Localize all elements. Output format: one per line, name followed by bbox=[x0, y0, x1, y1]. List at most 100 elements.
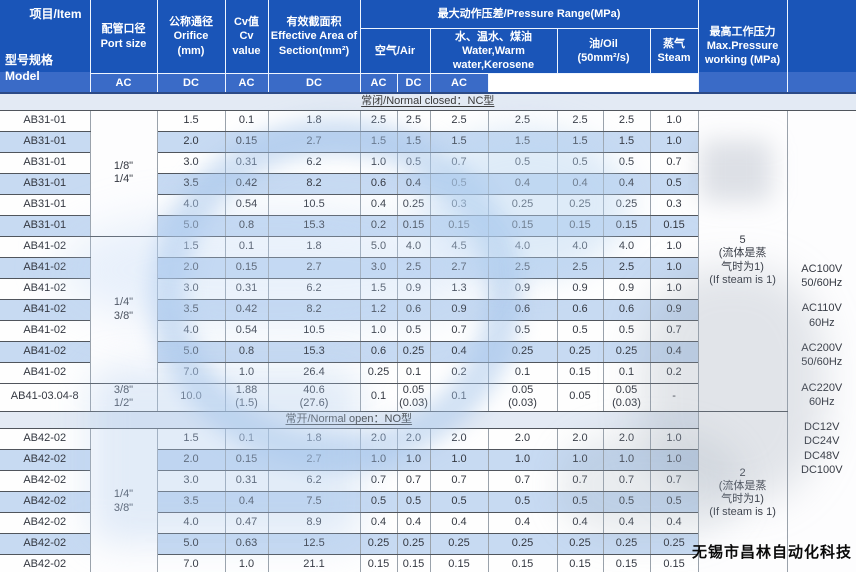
area-cell: 2.7 bbox=[267, 256, 361, 279]
subheader-oil-ac: AC bbox=[359, 73, 398, 94]
area-cell: 26.4 bbox=[267, 361, 361, 384]
orifice-cell: 7.0 bbox=[156, 553, 226, 572]
max-pressure-note-no: 2 (流体是蒸 气时为1) (If steam is 1) bbox=[697, 410, 788, 572]
orifice-cell: 4.0 bbox=[156, 193, 226, 216]
pressure-cell-water-ac: 2.5 bbox=[429, 109, 489, 132]
voltage-group: AC220V 60Hz bbox=[801, 381, 843, 408]
col-header-pressure-range-group: 最大动作压差/Pressure Range(MPa) bbox=[359, 0, 699, 29]
cv-cell: 0.31 bbox=[224, 469, 269, 492]
model-cell: AB31-01 bbox=[0, 172, 91, 195]
voltage-group: DC12V DC24V DC48V DC100V bbox=[801, 421, 843, 476]
pressure-cell-oil-dc: 0.5 bbox=[602, 319, 651, 342]
subheader-water-dc: DC bbox=[267, 73, 361, 94]
pressure-cell-oil-ac: 2.5 bbox=[556, 109, 604, 132]
pressure-cell-air-ac: 0.1 bbox=[359, 382, 398, 412]
area-cell: 6.2 bbox=[267, 469, 361, 492]
pressure-cell-water-dc: 0.4 bbox=[487, 172, 558, 195]
pressure-cell-air-ac: 1.0 bbox=[359, 319, 398, 342]
orifice-cell: 3.0 bbox=[156, 151, 226, 174]
area-cell: 1.8 bbox=[267, 427, 361, 450]
model-cell: AB42-02 bbox=[0, 553, 91, 572]
pressure-cell-steam-ac: 0.7 bbox=[649, 151, 699, 174]
pressure-cell-water-ac: 0.5 bbox=[429, 172, 489, 195]
pressure-cell-steam-ac: 0.15 bbox=[649, 214, 699, 237]
pressure-cell-steam-ac: 0.7 bbox=[649, 319, 699, 342]
cv-cell: 0.8 bbox=[224, 340, 269, 363]
pressure-cell-air-ac: 1.5 bbox=[359, 130, 398, 153]
pressure-cell-steam-ac: 1.0 bbox=[649, 256, 699, 279]
pressure-cell-air-ac: 1.5 bbox=[359, 277, 398, 300]
pressure-cell-air-dc: 0.05 (0.03) bbox=[396, 382, 431, 412]
orifice-cell: 5.0 bbox=[156, 214, 226, 237]
pressure-cell-steam-ac: 1.0 bbox=[649, 130, 699, 153]
pressure-cell-oil-ac: 1.0 bbox=[556, 448, 604, 471]
model-cell: AB42-02 bbox=[0, 448, 91, 471]
pressure-cell-air-ac: 5.0 bbox=[359, 235, 398, 258]
area-cell: 2.7 bbox=[267, 130, 361, 153]
pressure-cell-oil-dc: 0.5 bbox=[602, 151, 651, 174]
pressure-cell-water-ac: 0.2 bbox=[429, 361, 489, 384]
pressure-cell-oil-ac: 1.5 bbox=[556, 130, 604, 153]
pressure-cell-water-dc: 0.25 bbox=[487, 193, 558, 216]
pressure-cell-air-dc: 0.7 bbox=[396, 469, 431, 492]
pressure-cell-oil-ac: 0.5 bbox=[556, 319, 604, 342]
col-header-orifice: 公称通径 Orifice (mm) bbox=[156, 0, 226, 74]
orifice-cell: 3.0 bbox=[156, 277, 226, 300]
cv-cell: 0.31 bbox=[224, 151, 269, 174]
pressure-cell-steam-ac: 1.0 bbox=[649, 448, 699, 471]
pressure-cell-water-dc: 2.5 bbox=[487, 256, 558, 279]
pressure-cell-oil-ac: 0.6 bbox=[556, 298, 604, 321]
model-cell: AB41-02 bbox=[0, 319, 91, 342]
cv-cell: 0.42 bbox=[224, 172, 269, 195]
model-cell: AB41-02 bbox=[0, 256, 91, 279]
pressure-cell-air-dc: 0.6 bbox=[396, 298, 431, 321]
pressure-cell-air-dc: 0.9 bbox=[396, 277, 431, 300]
pressure-cell-water-dc: 0.05 (0.03) bbox=[487, 382, 558, 412]
pressure-cell-air-dc: 0.15 bbox=[396, 553, 431, 572]
pressure-cell-air-dc: 0.15 bbox=[396, 214, 431, 237]
pressure-cell-oil-dc: 0.7 bbox=[602, 469, 651, 492]
pressure-cell-air-ac: 1.0 bbox=[359, 448, 398, 471]
model-cell: AB31-01 bbox=[0, 151, 91, 174]
pressure-cell-oil-dc: 0.9 bbox=[602, 277, 651, 300]
model-cell: AB42-02 bbox=[0, 532, 91, 555]
area-cell: 8.9 bbox=[267, 511, 361, 534]
cv-cell: 0.1 bbox=[224, 427, 269, 450]
pressure-cell-air-dc: 1.5 bbox=[396, 130, 431, 153]
col-header-effective-area: 有效截面积 Effective Area of Section(mm²) bbox=[267, 0, 361, 74]
pressure-cell-water-dc: 2.0 bbox=[487, 427, 558, 450]
pressure-cell-air-ac: 0.5 bbox=[359, 490, 398, 513]
cv-cell: 0.15 bbox=[224, 448, 269, 471]
pressure-cell-water-dc: 0.5 bbox=[487, 151, 558, 174]
pressure-cell-water-dc: 0.5 bbox=[487, 490, 558, 513]
pressure-cell-air-ac: 1.2 bbox=[359, 298, 398, 321]
pressure-cell-oil-dc: 0.15 bbox=[602, 553, 651, 572]
pressure-cell-oil-ac: 0.05 bbox=[556, 382, 604, 412]
col-header-air: 空气/Air bbox=[360, 28, 431, 74]
port-size-cell: 1/4" 3/8" bbox=[89, 427, 158, 572]
pressure-cell-air-dc: 2.5 bbox=[396, 109, 431, 132]
orifice-cell: 2.0 bbox=[156, 256, 226, 279]
area-cell: 40.6 (27.6) bbox=[267, 382, 361, 412]
subheader-oil-dc: DC bbox=[396, 73, 431, 94]
area-cell: 1.8 bbox=[267, 109, 361, 132]
pressure-cell-water-ac: 2.0 bbox=[429, 427, 489, 450]
subheader-air-dc: DC bbox=[156, 73, 226, 94]
pressure-cell-water-ac: 0.9 bbox=[429, 298, 489, 321]
pressure-cell-air-dc: 1.0 bbox=[396, 448, 431, 471]
pressure-cell-water-dc: 0.15 bbox=[487, 553, 558, 572]
col-header-steam: 蒸气 Steam bbox=[649, 28, 699, 74]
pressure-cell-oil-ac: 0.9 bbox=[556, 277, 604, 300]
port-size-cell: 1/8" 1/4" bbox=[89, 109, 158, 237]
pressure-cell-air-ac: 0.25 bbox=[359, 532, 398, 555]
pressure-cell-oil-ac: 0.25 bbox=[556, 532, 604, 555]
col-header-oil: 油/Oil (50mm²/s) bbox=[556, 28, 651, 74]
section-label-nc: 常闭/Normal closed：NC型 bbox=[0, 92, 856, 111]
pressure-cell-oil-ac: 0.15 bbox=[556, 361, 604, 384]
subheader-air-ac: AC bbox=[90, 73, 158, 94]
pressure-cell-oil-ac: 0.25 bbox=[556, 340, 604, 363]
area-cell: 8.2 bbox=[267, 298, 361, 321]
model-cell: AB41-02 bbox=[0, 340, 91, 363]
orifice-cell: 4.0 bbox=[156, 319, 226, 342]
